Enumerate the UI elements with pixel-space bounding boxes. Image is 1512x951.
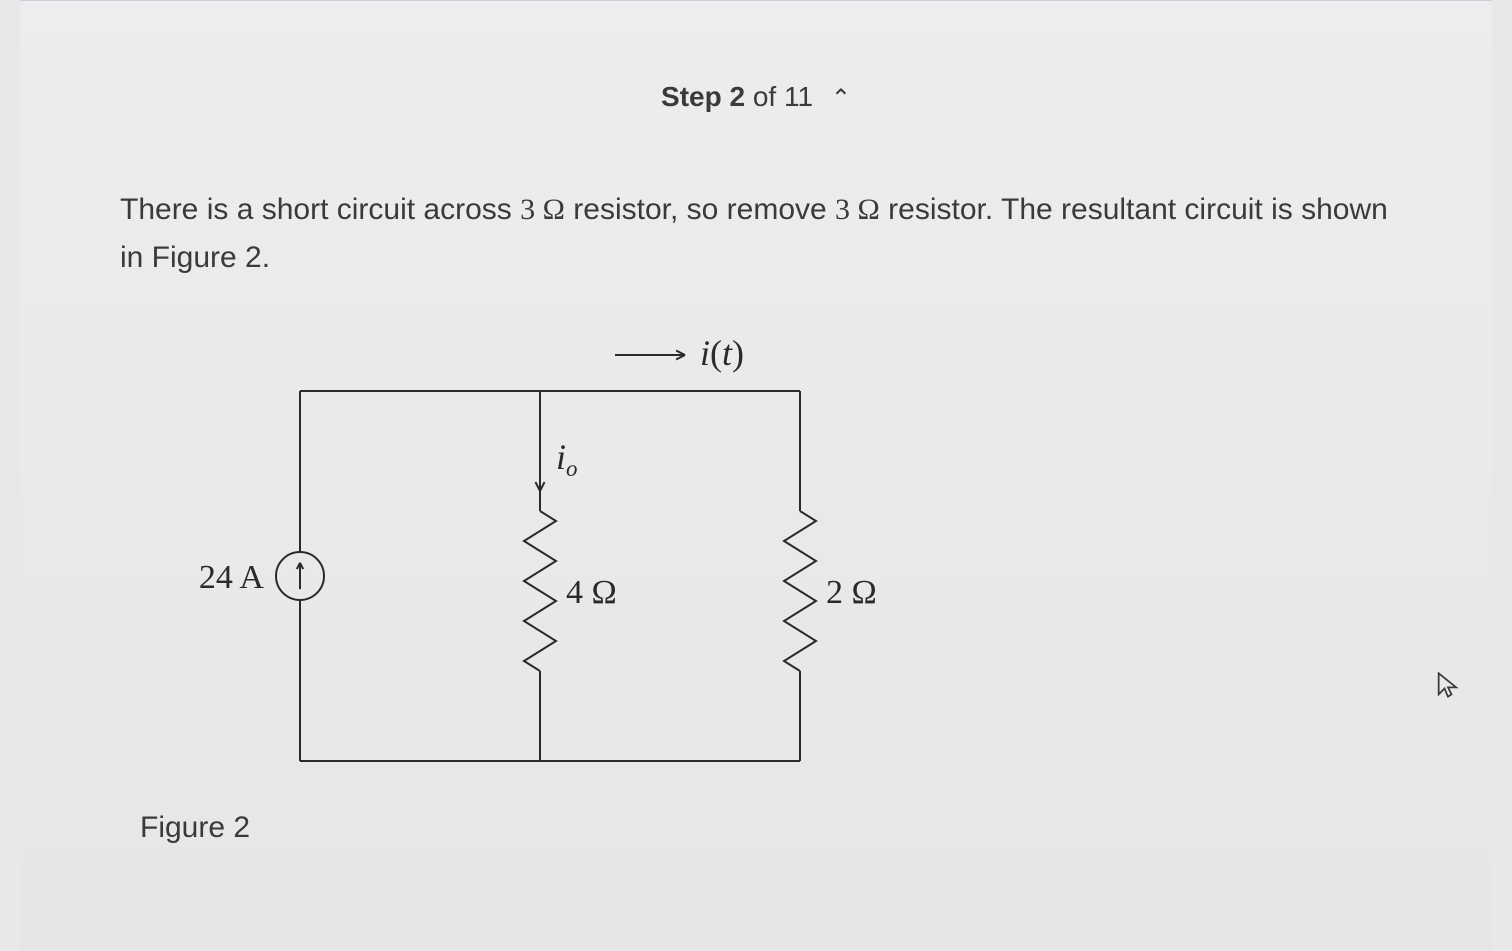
solution-card: Step 2 of 11 ⌃ There is a short circuit … (20, 0, 1492, 951)
step-body-text: There is a short circuit across 3 Ω resi… (120, 186, 1392, 282)
svg-text:io: io (556, 437, 578, 481)
step-number: Step 2 (661, 81, 745, 112)
svg-text:2 Ω: 2 Ω (826, 574, 877, 611)
text-segment: There is a short circuit across (120, 193, 520, 226)
svg-text:4 Ω: 4 Ω (566, 574, 617, 611)
circuit-figure: 24 A io 4 Ω 2 Ω i(t) (120, 311, 1020, 871)
svg-text:24 A: 24 A (199, 559, 265, 596)
svg-text:i(t): i(t) (700, 333, 744, 373)
step-header[interactable]: Step 2 of 11 ⌃ (20, 81, 1492, 113)
resistor-value-1: 3 Ω (520, 193, 565, 226)
resistor-value-2: 3 Ω (835, 193, 880, 226)
text-segment: resistor, so remove (573, 193, 835, 226)
figure-caption: Figure 2 (140, 811, 250, 845)
cursor-icon (1434, 671, 1462, 699)
collapse-icon[interactable]: ⌃ (831, 84, 851, 113)
step-total: of 11 (745, 81, 813, 112)
